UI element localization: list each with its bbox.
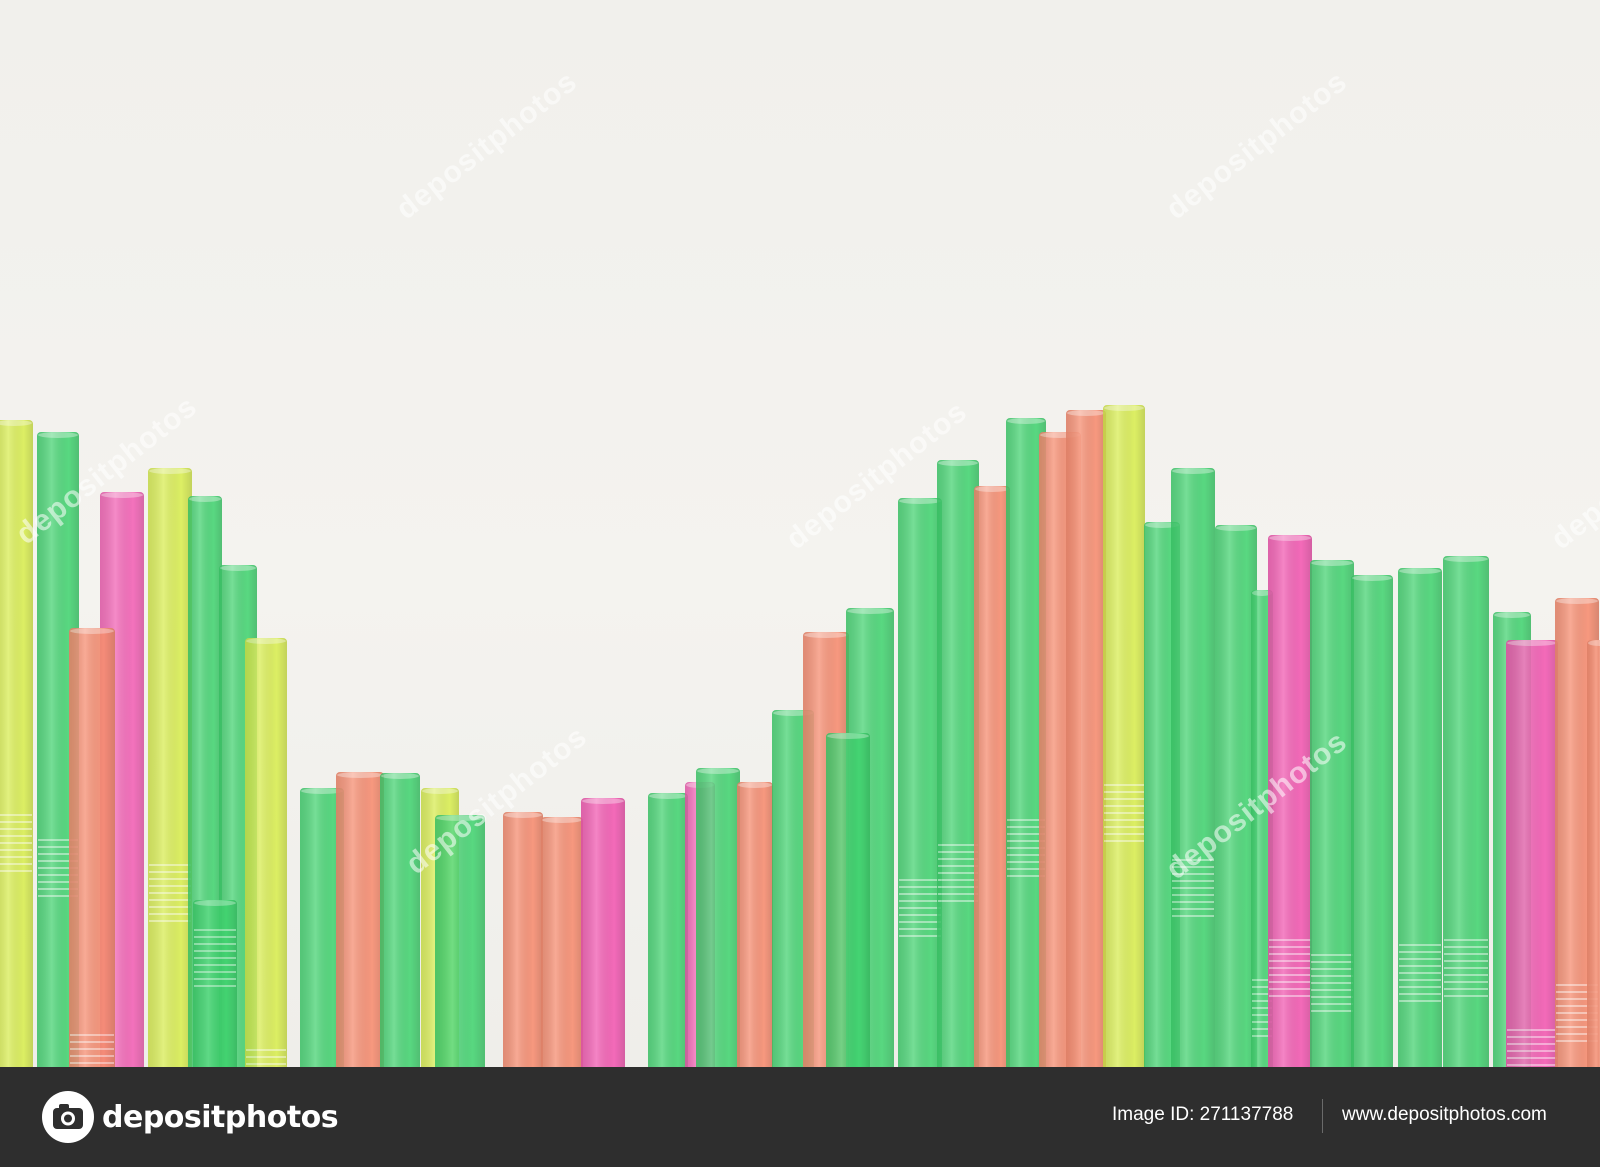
straw (1103, 405, 1145, 1067)
straw-flex-joint (1172, 859, 1214, 917)
straw (380, 773, 420, 1067)
straw-flex-joint (0, 814, 32, 872)
straw-flex-joint (1399, 944, 1441, 1002)
straw-flex-joint (1444, 939, 1488, 997)
straw (69, 628, 115, 1067)
straw (1006, 418, 1046, 1067)
image-id: Image ID: 271137788 (1112, 1104, 1294, 1125)
straw (0, 420, 33, 1067)
straw (1268, 535, 1312, 1067)
straw (581, 798, 625, 1067)
straw (541, 817, 583, 1067)
straw-flex-joint (246, 1049, 286, 1065)
straw (193, 900, 237, 1067)
straw (1066, 410, 1106, 1067)
straw (1587, 640, 1600, 1067)
straw-flex-joint (1104, 784, 1144, 842)
footer-bar: depositphotos Image ID: 271137788 www.de… (0, 1067, 1600, 1167)
logo-text: depositphotos (102, 1099, 339, 1135)
site-url[interactable]: www.depositphotos.com (1342, 1104, 1547, 1125)
straw (648, 793, 688, 1067)
straw (336, 772, 384, 1067)
straw (1398, 568, 1442, 1067)
camera-icon (42, 1091, 94, 1143)
straw (826, 733, 870, 1067)
depositphotos-logo[interactable]: depositphotos (40, 1089, 339, 1145)
straw (696, 768, 740, 1067)
straw-flex-joint (1507, 1029, 1557, 1066)
straws-illustration (0, 405, 1600, 1067)
straw (937, 460, 979, 1067)
straw-flex-joint (1311, 954, 1353, 1012)
footer-divider (1322, 1099, 1323, 1133)
straw-flex-joint (194, 929, 236, 987)
straw (148, 468, 192, 1067)
straw (1144, 522, 1180, 1067)
straw-flex-joint (899, 879, 941, 937)
straw (898, 498, 942, 1067)
straw (1310, 560, 1354, 1067)
straw (245, 638, 287, 1067)
straw (300, 788, 344, 1067)
straw (1351, 575, 1393, 1067)
straw (1171, 468, 1215, 1067)
straw-flex-joint (70, 1034, 114, 1064)
straw (1251, 590, 1273, 1067)
straw (503, 812, 543, 1067)
straw (737, 782, 773, 1067)
straw (435, 815, 485, 1067)
straw (1443, 556, 1489, 1067)
straw (1215, 525, 1257, 1067)
straw (1506, 640, 1558, 1067)
straw-flex-joint (1269, 939, 1311, 997)
straw-flex-joint (149, 864, 191, 922)
stock-photo: depositphotos depositphotos depositphotos d… (0, 0, 1600, 1067)
straw-flex-joint (938, 844, 978, 902)
straw (37, 432, 79, 1067)
straw (974, 486, 1010, 1067)
straw-flex-joint (1007, 819, 1045, 877)
